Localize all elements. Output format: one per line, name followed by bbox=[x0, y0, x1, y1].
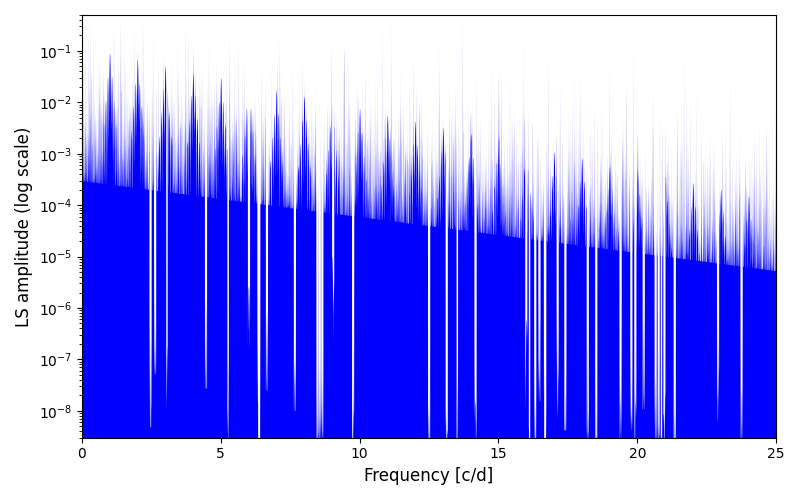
X-axis label: Frequency [c/d]: Frequency [c/d] bbox=[364, 467, 494, 485]
Y-axis label: LS amplitude (log scale): LS amplitude (log scale) bbox=[15, 126, 33, 326]
